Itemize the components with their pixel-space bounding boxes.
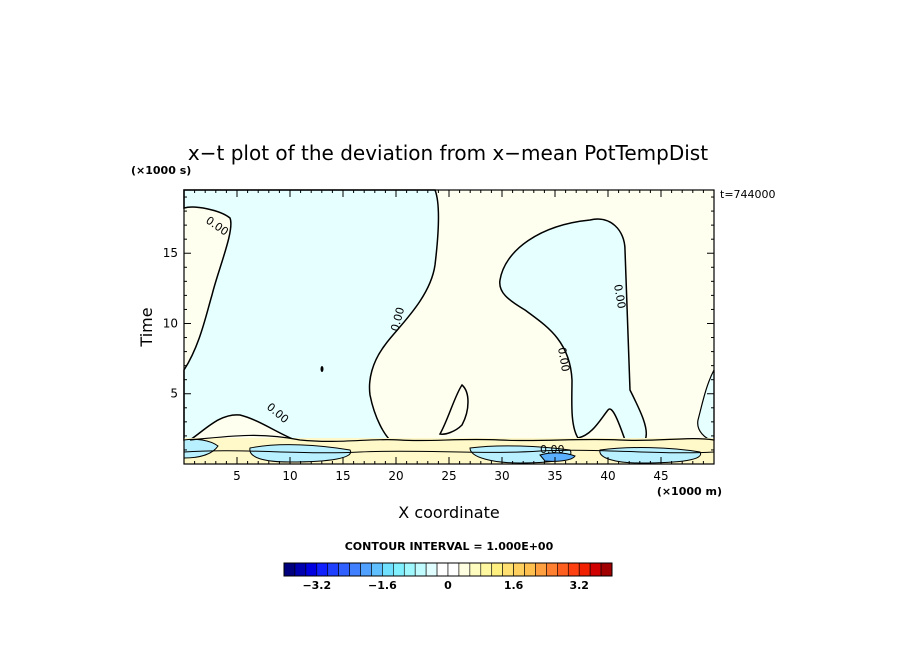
y-tick-label: 15 bbox=[163, 246, 178, 260]
colorbar-segment bbox=[393, 562, 405, 577]
bottom-negative-patch-3 bbox=[539, 452, 576, 462]
colorbar-segment bbox=[567, 562, 580, 577]
y-tick-label: 5 bbox=[170, 387, 178, 401]
y-axis-label: Time bbox=[137, 307, 156, 347]
colorbar-segment bbox=[589, 562, 602, 577]
x-tick-label: 35 bbox=[547, 469, 562, 483]
colorbar-tick-label: −1.6 bbox=[368, 579, 397, 592]
bottom-negative-patch-4 bbox=[599, 447, 702, 464]
colorbar-segment bbox=[578, 562, 591, 577]
colorbar-segment bbox=[371, 562, 383, 577]
y-axis-ticks: 5 10 15 bbox=[163, 196, 714, 465]
x-tick-label: 15 bbox=[335, 469, 350, 483]
negative-region-left bbox=[183, 189, 440, 443]
colorbar-tick-label: −3.2 bbox=[302, 579, 331, 592]
colorbar-segment bbox=[382, 562, 394, 577]
colorbar-segment bbox=[502, 562, 514, 577]
contour-label-6: 0.00 bbox=[540, 443, 565, 456]
colorbar-segment bbox=[338, 562, 350, 577]
x-axis-label: X coordinate bbox=[398, 503, 499, 522]
x-tick-label: 10 bbox=[282, 469, 297, 483]
colorbar-segment bbox=[535, 562, 547, 577]
colorbar bbox=[283, 562, 613, 577]
x-tick-label: 25 bbox=[441, 469, 456, 483]
x-tick-label: 20 bbox=[388, 469, 403, 483]
colorbar-segment bbox=[425, 562, 438, 577]
colorbar-segment bbox=[447, 562, 460, 577]
small-contour-dot bbox=[320, 366, 324, 372]
colorbar-segment bbox=[294, 562, 307, 577]
bottom-negative-patch-1 bbox=[249, 444, 352, 463]
colorbar-segment bbox=[469, 562, 482, 577]
x-tick-label: 45 bbox=[653, 469, 668, 483]
colorbar-segment bbox=[349, 562, 361, 577]
colorbar-segment bbox=[600, 562, 613, 577]
x-axis-ticks: 5 10 15 20 25 30 35 40 45 bbox=[183, 190, 715, 483]
contour-label-4: 0.00 bbox=[555, 346, 572, 372]
colorbar-segment bbox=[316, 562, 329, 577]
negative-region-small bbox=[438, 383, 469, 435]
colorbar-segment bbox=[403, 562, 416, 577]
colorbar-segment bbox=[458, 562, 471, 577]
contour-interval-label: CONTOUR INTERVAL = 1.000E+00 bbox=[345, 540, 554, 553]
chart-title: x−t plot of the deviation from x−mean Po… bbox=[188, 141, 708, 165]
colorbar-frame bbox=[283, 562, 613, 577]
colorbar-segment bbox=[414, 562, 427, 577]
plot-area: 0.00 0.00 0.00 0.00 0.00 0.00 bbox=[183, 189, 715, 465]
colorbar-segment bbox=[305, 562, 318, 577]
x-tick-label: 5 bbox=[233, 469, 241, 483]
bottom-contour-line bbox=[189, 434, 715, 443]
y-unit-label: (×1000 s) bbox=[131, 164, 191, 177]
colorbar-segment bbox=[436, 562, 449, 577]
colorbar-segment bbox=[546, 562, 558, 577]
colorbar-segment bbox=[524, 562, 536, 577]
colorbar-segment bbox=[557, 562, 569, 577]
colorbar-ticks: −3.2 −1.6 0 1.6 3.2 bbox=[302, 579, 589, 592]
negative-region-right bbox=[499, 218, 647, 441]
colorbar-tick-label: 1.6 bbox=[504, 579, 524, 592]
contour-label-2: 0.00 bbox=[388, 306, 407, 333]
x-unit-label: (×1000 m) bbox=[657, 485, 722, 498]
time-stamp: t=744000 bbox=[720, 188, 776, 201]
colorbar-segment bbox=[283, 562, 296, 577]
x-tick-label: 40 bbox=[600, 469, 615, 483]
colorbar-segment bbox=[513, 562, 525, 577]
bottom-contour-line-2 bbox=[183, 449, 715, 454]
colorbar-segment bbox=[491, 562, 503, 577]
y-tick-label: 10 bbox=[163, 316, 178, 330]
colorbar-segment bbox=[480, 562, 493, 577]
contour-label-3: 0.00 bbox=[611, 283, 628, 309]
colorbar-segment bbox=[327, 562, 339, 577]
colorbar-tick-label: 0 bbox=[444, 579, 452, 592]
colorbar-segment bbox=[360, 562, 372, 577]
x-tick-label: 30 bbox=[494, 469, 509, 483]
colorbar-tick-label: 3.2 bbox=[569, 579, 589, 592]
